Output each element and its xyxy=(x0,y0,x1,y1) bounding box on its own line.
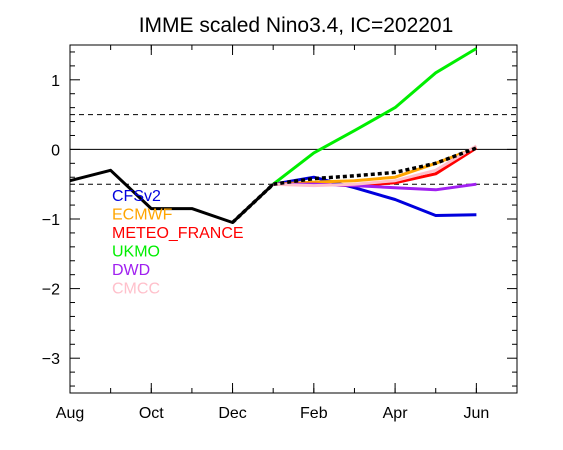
legend-label-cmcc: CMCC xyxy=(112,281,160,298)
x-tick-label-apr: Apr xyxy=(383,405,409,422)
y-tick-label: −3 xyxy=(42,351,60,368)
series-line-cfsv2 xyxy=(272,175,477,217)
y-tick-label: 0 xyxy=(51,142,60,159)
legend-label-ecmwf: ECMWF xyxy=(112,207,173,224)
y-tick-label: 1 xyxy=(51,73,60,90)
legend-label-dwd: DWD xyxy=(112,262,150,279)
y-tick-label: −1 xyxy=(42,212,60,229)
series-line-cmcc xyxy=(273,144,478,188)
series-line-ukmo xyxy=(272,47,478,186)
legend-label-meteo-france: METEO_FRANCE xyxy=(112,225,244,242)
x-tick-label-aug: Aug xyxy=(56,405,84,422)
x-tick-label-jun: Jun xyxy=(463,405,489,422)
ensemble-mean-line xyxy=(231,146,478,224)
x-tick-label-feb: Feb xyxy=(300,405,328,422)
legend-label-cfsv2: CFSv2 xyxy=(112,188,161,205)
y-tick-label: −2 xyxy=(42,282,60,299)
chart-title: IMME scaled Nino3.4, IC=202201 xyxy=(139,14,454,37)
x-tick-label-dec: Dec xyxy=(218,405,246,422)
plot-area: Aug Oct Dec Feb Apr Jun 1 0 −1 −2 −3 CFSv2 ECMWFMETE… xyxy=(42,44,518,422)
legend-label-ukmo: UKMO xyxy=(112,244,160,261)
x-tick-label-oct: Oct xyxy=(139,405,164,422)
